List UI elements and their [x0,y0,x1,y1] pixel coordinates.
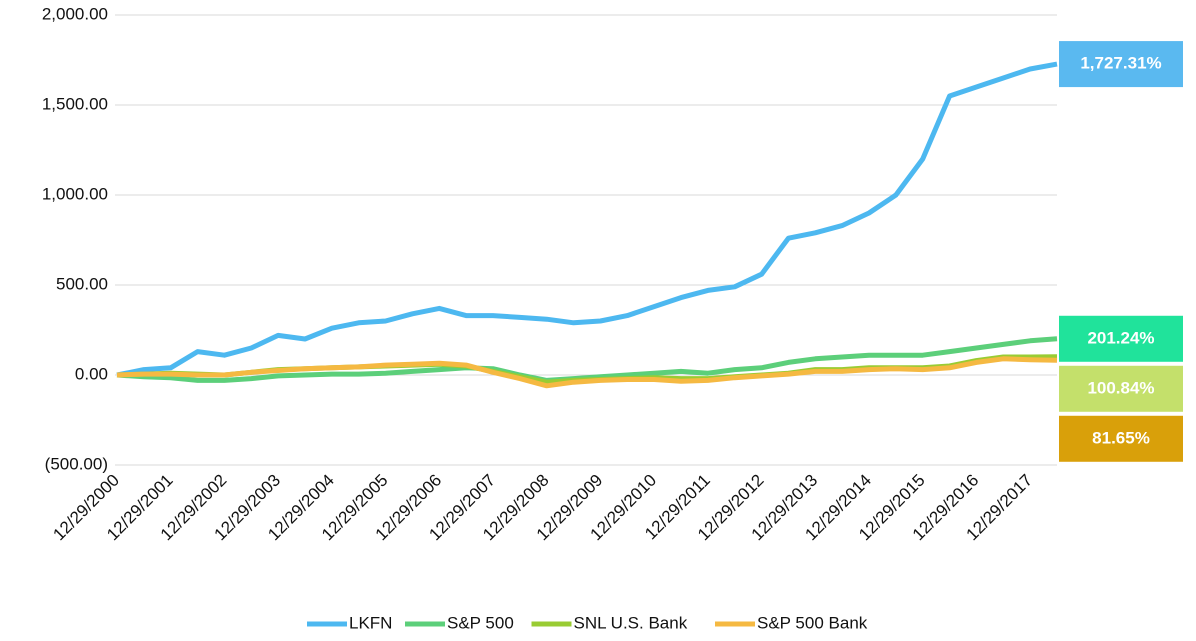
y-tick-label: 0.00 [75,364,108,383]
y-tick-label: (500.00) [45,454,108,473]
legend-label: S&P 500 [447,613,514,632]
series-line [116,356,1058,389]
y-tick-label: 1,500.00 [42,94,108,113]
y-tick-label: 500.00 [56,274,108,293]
end-label-box [1059,365,1183,412]
end-label: 81.65% [1092,428,1150,447]
legend-label: SNL U.S. Bank [574,613,688,632]
legend-label: S&P 500 Bank [757,613,868,632]
end-label-box [1059,315,1183,362]
y-tick-label: 1,000.00 [42,184,108,203]
y-tick-label: 2,000.00 [42,4,108,23]
series-line [116,61,1058,378]
end-label: 1,727.31% [1080,54,1161,73]
end-label: 201.24% [1087,328,1154,347]
end-label-box [1059,41,1183,88]
end-label-box [1059,415,1183,462]
end-label: 100.84% [1087,378,1154,397]
legend-label: LKFN [349,613,392,632]
